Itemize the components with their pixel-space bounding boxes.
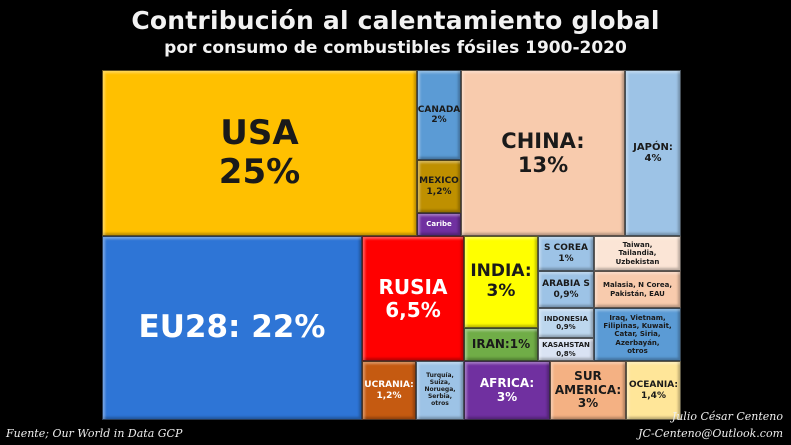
tile-label: USA 25% <box>218 112 301 192</box>
tile-china: CHINA: 13% <box>461 70 625 236</box>
author-email: JC-Centeno@Outlook.com <box>638 427 783 440</box>
tile-label: Malasia, N Corea, Pakistán, EAU <box>602 281 673 298</box>
tile-canada: CANADA 2% <box>417 70 461 160</box>
tile-africa: AFRICA: 3% <box>464 361 550 420</box>
tile-japón: JAPÓN: 4% <box>625 70 681 236</box>
tile-label: UCRANIA: 1,2% <box>364 380 414 401</box>
tile-label: KASAHSTAN 0,8% <box>542 341 590 358</box>
tile-rusia: RUSIA 6,5% <box>362 236 464 361</box>
tile-taiwan-tailandia-uzbekistan: Taiwan, Tailandia, Uzbekistan <box>594 236 681 271</box>
tile-label: SUR AMERICA: 3% <box>554 368 622 411</box>
chart-subtitle: por consumo de combustibles fósiles 1900… <box>164 38 627 58</box>
tile-caribe: Caribe <box>417 213 461 236</box>
tile-arabia-s: ARABIA S 0,9% <box>538 271 594 308</box>
tile-iraq-vietnam-filipinas-kuwait-catar-siria-azerbayán-otros: Iraq, Vietnam, Filipinas, Kuwait, Catar,… <box>594 308 681 361</box>
tile-label: ARABIA S 0,9% <box>542 279 590 300</box>
tile-mexico: MEXICO 1,2% <box>417 160 461 213</box>
tile-label: MEXICO 1,2% <box>419 176 459 197</box>
tile-label: OCEANIA: 1,4% <box>629 380 678 401</box>
tile-label: JAPÓN: 4% <box>633 141 673 165</box>
chart-title: Contribución al calentamiento global <box>131 6 660 35</box>
tile-label: Caribe <box>426 220 452 229</box>
tile-label: INDIA: 3% <box>470 261 532 301</box>
tile-label: AFRICA: 3% <box>479 375 535 404</box>
author-credit: Julio César Centeno <box>671 410 783 423</box>
tile-iran: IRAN:1% <box>464 328 538 361</box>
tile-label: CHINA: 13% <box>501 128 585 177</box>
tile-ucrania: UCRANIA: 1,2% <box>362 361 416 420</box>
tile-label: Iraq, Vietnam, Filipinas, Kuwait, Catar,… <box>603 314 672 355</box>
tile-label: S COREA 1% <box>544 243 588 264</box>
tile-label: EU28: 22% <box>138 309 326 346</box>
tile-malasia-n-corea-pakistán-eau: Malasia, N Corea, Pakistán, EAU <box>594 271 681 308</box>
tile-label: CANADA 2% <box>417 104 461 125</box>
tile-india: INDIA: 3% <box>464 236 538 328</box>
tile-label: Taiwan, Tailandia, Uzbekistan <box>615 241 660 266</box>
tile-sur-america: SUR AMERICA: 3% <box>550 361 626 420</box>
source-note: Fuente; Our World in Data GCP <box>6 427 183 440</box>
tile-usa: USA 25% <box>102 70 417 236</box>
tile-indonesia: INDONESIA 0,9% <box>538 308 594 338</box>
tile-oceania: OCEANIA: 1,4% <box>626 361 681 420</box>
tile-label: RUSIA 6,5% <box>378 274 448 322</box>
tile-s-corea: S COREA 1% <box>538 236 594 271</box>
tile-label: IRAN:1% <box>471 336 531 351</box>
tile-label: Turquía, Suiza, Noruega, Serbia, otros <box>424 372 456 407</box>
tile-eu28: EU28: 22% <box>102 236 362 420</box>
tile-kasahstan: KASAHSTAN 0,8% <box>538 338 594 361</box>
treemap-chart: USA 25% CANADA 2% MEXICO 1,2% Caribe CHINA: … <box>102 70 681 420</box>
tile-turquía-suiza-noruega-serbia-otros: Turquía, Suiza, Noruega, Serbia, otros <box>416 361 464 420</box>
tile-label: INDONESIA 0,9% <box>544 314 588 331</box>
